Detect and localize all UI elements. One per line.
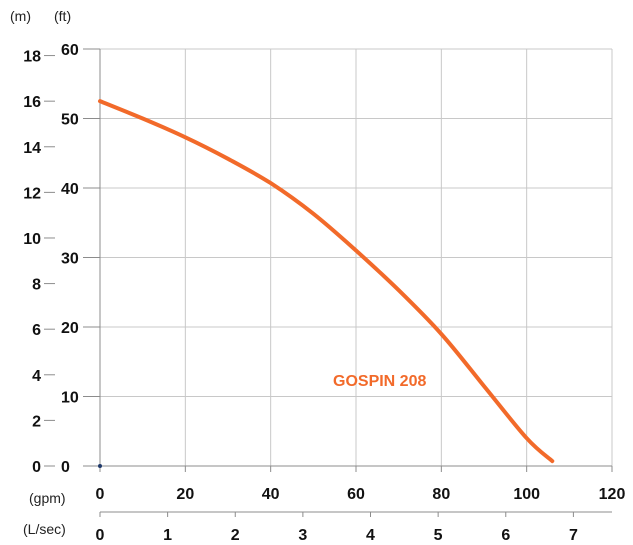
x-tick-label-gpm: 40 <box>262 486 280 503</box>
y-tick-label-m: 12 <box>23 185 41 202</box>
y-tick-label-ft: 10 <box>61 390 79 407</box>
x-tick-label-lsec: 1 <box>163 527 172 544</box>
y-right-unit-label: (ft) <box>54 8 71 24</box>
y-tick-label-m: 2 <box>32 413 41 430</box>
y-tick-label-m: 6 <box>32 322 41 339</box>
y-tick-label-m: 8 <box>32 277 41 294</box>
x-tick-label-gpm: 80 <box>432 486 450 503</box>
origin-marker <box>98 464 102 468</box>
y-tick-label-m: 10 <box>23 231 41 248</box>
y-tick-label-m: 16 <box>23 94 41 111</box>
y-tick-label-ft: 0 <box>61 459 70 476</box>
y-tick-label-ft: 30 <box>61 251 79 268</box>
y-tick-label-m: 0 <box>32 459 41 476</box>
x-tick-label-lsec: 4 <box>366 527 375 544</box>
x-secondary-unit-label: (L/sec) <box>23 521 66 537</box>
y-tick-label-ft: 50 <box>61 112 79 129</box>
y-tick-label-m: 14 <box>23 140 41 157</box>
y-left-unit-label: (m) <box>10 8 31 24</box>
x-tick-label-gpm: 60 <box>347 486 365 503</box>
series-label-gospin-208: GOSPIN 208 <box>333 373 426 390</box>
x-tick-label-lsec: 5 <box>434 527 443 544</box>
axes <box>44 48 613 517</box>
x-tick-label-lsec: 6 <box>501 527 510 544</box>
x-tick-label-lsec: 2 <box>231 527 240 544</box>
grid <box>100 48 613 466</box>
y-tick-label-ft: 20 <box>61 320 79 337</box>
x-tick-label-lsec: 3 <box>298 527 307 544</box>
series-line-gospin-208 <box>98 99 555 464</box>
y-tick-label-m: 4 <box>32 368 41 385</box>
x-tick-label-lsec: 0 <box>96 527 105 544</box>
x-tick-label-gpm: 120 <box>599 486 626 503</box>
x-tick-label-gpm: 20 <box>176 486 194 503</box>
y-tick-label-ft: 40 <box>61 181 79 198</box>
x-tick-label-gpm: 0 <box>96 486 105 503</box>
x-primary-unit-label: (gpm) <box>29 490 66 506</box>
y-tick-label-m: 18 <box>23 49 41 66</box>
y-tick-label-ft: 60 <box>61 42 79 59</box>
x-tick-label-gpm: 100 <box>513 486 540 503</box>
x-tick-label-lsec: 7 <box>569 527 578 544</box>
